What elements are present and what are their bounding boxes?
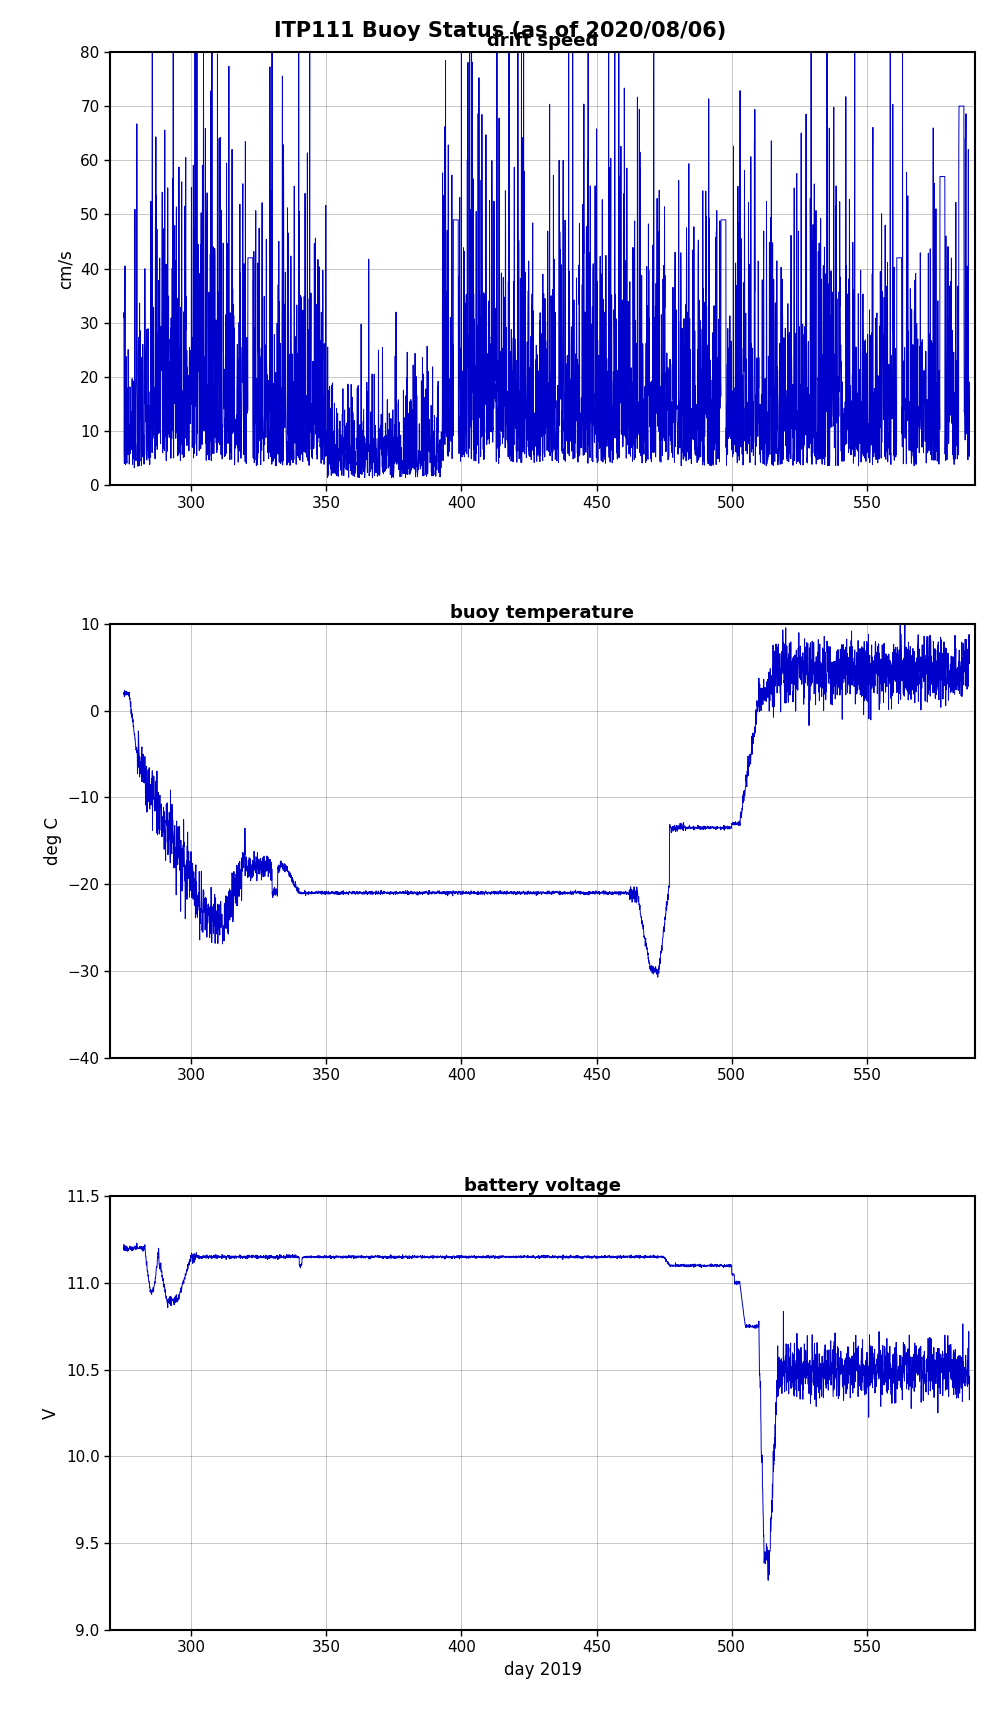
Title: buoy temperature: buoy temperature (450, 604, 635, 623)
Title: drift speed: drift speed (487, 33, 598, 50)
Y-axis label: V: V (42, 1406, 60, 1419)
Text: ITP111 Buoy Status (as of 2020/08/06): ITP111 Buoy Status (as of 2020/08/06) (274, 21, 726, 42)
X-axis label: day 2019: day 2019 (504, 1661, 582, 1678)
Title: battery voltage: battery voltage (464, 1176, 621, 1195)
Y-axis label: cm/s: cm/s (57, 249, 75, 289)
Y-axis label: deg C: deg C (44, 817, 62, 865)
